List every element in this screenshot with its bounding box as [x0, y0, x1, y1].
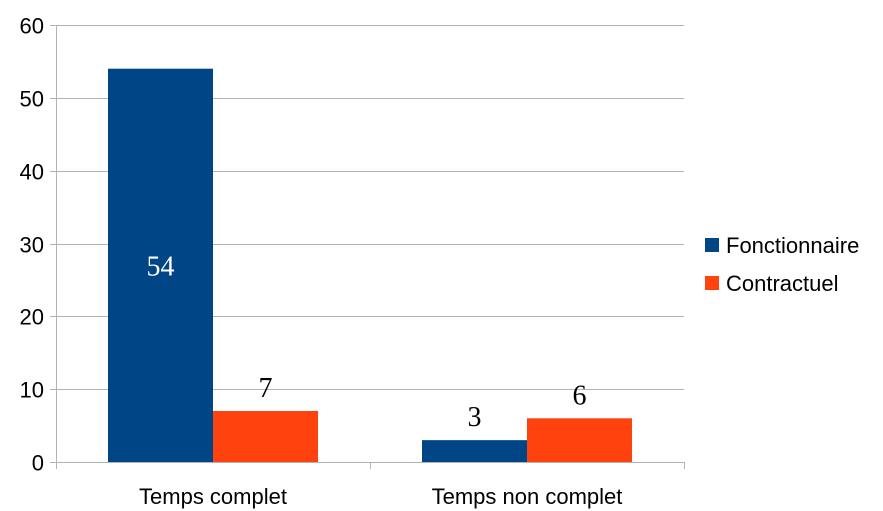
- bars: [108, 68, 632, 462]
- legend-label-fonctionnaire: Fonctionnaire: [726, 233, 859, 258]
- data-label-contractuel-1: 7: [259, 373, 273, 404]
- legend-label-contractuel: Contractuel: [726, 271, 839, 296]
- x-tick-label: Temps non complet: [432, 484, 623, 509]
- axes: [50, 25, 685, 469]
- bar-contractuel-2: [527, 418, 632, 462]
- bar-contractuel-1: [213, 411, 318, 462]
- bar-fonctionnaire-2: [422, 440, 527, 462]
- data-labels: 54 7 3 6: [147, 251, 587, 433]
- data-label-fonctionnaire-1: 54: [147, 251, 175, 282]
- data-label-fonctionnaire-2: 3: [468, 402, 482, 433]
- x-tick-label: Temps complet: [139, 484, 287, 509]
- y-tick-label: 0: [32, 451, 44, 476]
- y-tick-labels: 0 10 20 30 40 50 60: [20, 14, 44, 476]
- y-tick-label: 50: [20, 87, 44, 112]
- legend: Fonctionnaire Contractuel: [705, 233, 859, 296]
- data-label-contractuel-2: 6: [573, 380, 587, 411]
- legend-swatch-contractuel: [705, 276, 719, 290]
- x-tick-labels: Temps complet Temps non complet: [139, 484, 622, 509]
- y-tick-label: 60: [20, 14, 44, 39]
- y-tick-label: 20: [20, 305, 44, 330]
- y-tick-label: 40: [20, 160, 44, 185]
- y-tick-label: 30: [20, 233, 44, 258]
- legend-swatch-fonctionnaire: [705, 238, 719, 252]
- bar-fonctionnaire-1: [108, 68, 213, 462]
- y-tick-label: 10: [20, 378, 44, 403]
